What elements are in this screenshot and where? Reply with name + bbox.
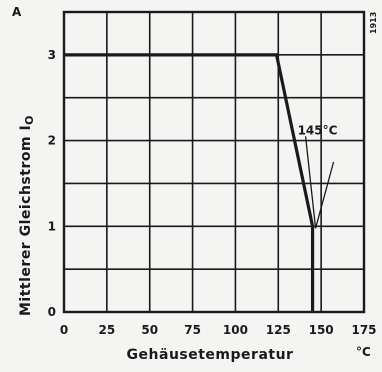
y-tick-label-1: 1: [48, 219, 56, 233]
x-tick-label-7: 175: [351, 323, 376, 337]
y-tick-label-2: 2: [48, 134, 56, 148]
y-tick-label-3: 3: [48, 48, 56, 62]
x-tick-label-5: 125: [266, 323, 291, 337]
x-tick-label-3: 75: [184, 323, 201, 337]
x-tick-label-2: 50: [141, 323, 158, 337]
grid: [64, 12, 364, 312]
x-axis-unit: °C: [356, 345, 371, 359]
y-axis-unit: A: [12, 5, 22, 19]
series-line: [64, 53, 315, 312]
x-tick-labels: 0 25 50 75 100 125 150 175: [60, 323, 377, 337]
x-tick-label-0: 0: [60, 323, 68, 337]
x-tick-label-4: 100: [223, 323, 248, 337]
y-tick-label-0: 0: [48, 305, 56, 319]
plot-frame: [62, 10, 366, 314]
x-tick-label-6: 150: [309, 323, 334, 337]
y-axis-label: Mittlerer Gleichstrom IO: [18, 115, 36, 316]
y-tick-labels: 0 1 2 3: [48, 48, 56, 319]
x-tick-label-1: 25: [99, 323, 116, 337]
annotation-leader: [304, 136, 335, 229]
annotation-145c: 145°C: [298, 123, 338, 137]
derating-curve: [64, 53, 315, 312]
x-axis-label: Gehäusetemperatur: [127, 347, 294, 363]
side-note: 1913: [369, 12, 378, 34]
